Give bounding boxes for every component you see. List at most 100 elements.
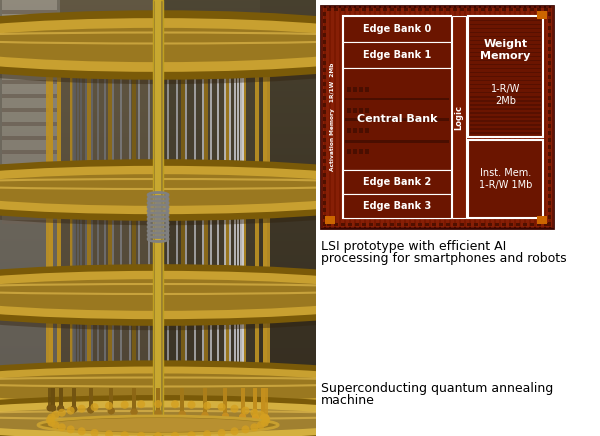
Bar [160,371,260,372]
Bar [167,50,169,410]
Bar [260,20,316,21]
Bar [60,393,160,394]
Bar [0,264,60,265]
Bar [0,114,60,115]
Bar [160,186,260,187]
Bar [260,287,316,288]
Bar [160,290,260,291]
Bar [260,291,316,292]
Bar [60,382,160,383]
Bar [60,172,160,173]
Bar [260,16,316,17]
Bar [60,368,160,369]
Bar [160,389,260,390]
Bar [160,106,260,107]
Bar [60,171,160,172]
Bar [181,45,185,420]
Bar [260,369,316,370]
Bar [390,8,394,11]
Bar [0,243,60,244]
Bar [60,361,160,362]
Bar [160,178,260,179]
Bar [160,324,260,325]
Bar [471,6,473,228]
Bar [160,121,260,122]
Bar [359,108,363,113]
Bar [160,71,260,72]
Bar [160,407,260,408]
Bar [260,344,316,345]
Bar [260,37,316,38]
Bar [263,45,268,420]
Bar [0,416,60,417]
Bar [0,244,60,245]
Bar [60,96,160,97]
Bar [60,146,160,147]
Bar [2,14,57,24]
Bar [160,408,260,409]
Bar [60,154,160,155]
Bar [260,147,316,148]
Bar [155,195,161,209]
Bar [0,381,60,382]
Bar [0,192,60,193]
Bar [60,28,160,29]
Bar [203,388,207,415]
Bar [60,287,160,288]
Bar [107,300,113,314]
Bar [260,356,316,357]
Bar [0,341,60,342]
Bar [0,336,60,337]
Bar [0,18,60,19]
Bar [112,50,114,410]
Bar [260,332,316,333]
Bar [160,196,260,197]
Bar [60,257,160,258]
Bar [60,90,160,91]
Bar [60,38,160,39]
Bar [60,132,160,133]
Bar [45,195,51,209]
Bar [60,76,160,77]
Bar [0,27,60,28]
Bar [60,153,160,154]
Bar [60,250,160,251]
Circle shape [242,407,250,415]
Bar [60,384,160,385]
Bar [60,403,160,404]
Bar [260,352,316,353]
Bar [160,18,260,19]
Bar [0,8,60,9]
Bar [224,50,230,64]
Bar [180,388,184,414]
Bar [0,14,60,15]
Bar [0,65,60,66]
Bar [260,366,316,367]
Bar [160,342,260,343]
Bar [260,237,316,238]
Bar [185,50,187,410]
Bar [60,409,160,410]
Bar [160,41,260,42]
Bar [59,388,63,409]
Bar [60,284,160,285]
Bar [160,261,260,262]
Bar [60,57,160,58]
Bar [160,281,260,282]
Bar [160,234,260,235]
Bar [160,22,260,23]
Bar [260,42,316,43]
Bar [260,383,316,384]
Bar [60,309,160,310]
Bar [60,329,160,330]
Bar [421,6,424,228]
Bar [0,397,60,398]
Bar [160,321,260,322]
Bar [60,182,160,183]
Bar [548,54,551,58]
Bar [260,10,316,11]
Bar [60,51,160,52]
Bar [260,203,316,204]
Bar [160,137,260,138]
Bar [160,357,260,358]
